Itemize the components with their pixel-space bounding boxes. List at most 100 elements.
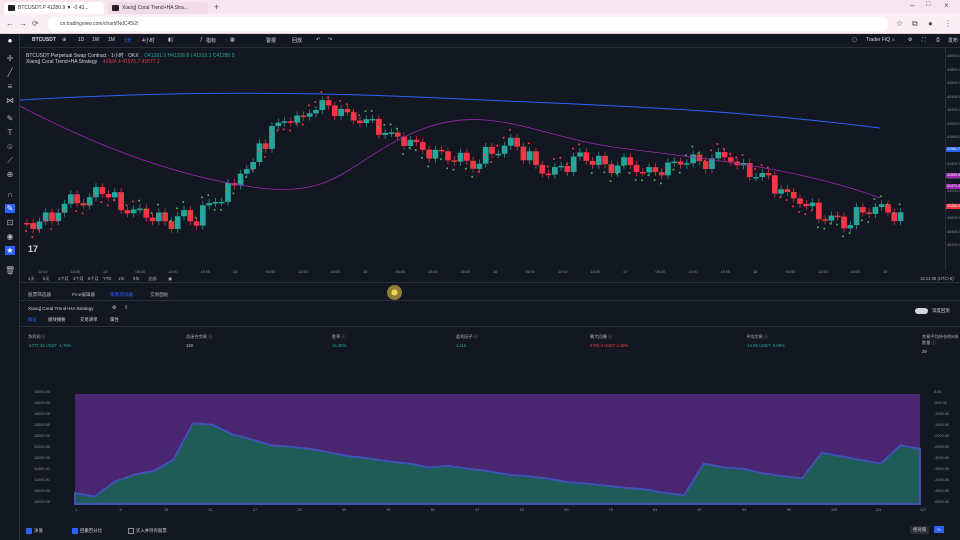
- star-icon[interactable]: ☆: [896, 19, 904, 28]
- range-button[interactable]: 5年: [133, 276, 140, 281]
- subtab-trades[interactable]: 交易清单: [80, 317, 98, 322]
- subtab-properties[interactable]: 属性: [110, 317, 119, 322]
- strategy-settings-icon[interactable]: ⚙: [112, 305, 117, 311]
- coral-trend-dot: [571, 147, 574, 150]
- lock-icon[interactable]: ⊡: [6, 218, 14, 227]
- interval-active[interactable]: 1天: [124, 38, 132, 44]
- interval-extra[interactable]: 4小时: [142, 38, 155, 44]
- trendline-icon[interactable]: ╱: [7, 68, 13, 77]
- chart-type-icon[interactable]: ▮▯: [168, 37, 174, 43]
- browser-tab-chart[interactable]: BTCUSDT.P 41280.9 ▼ -0.43...: [4, 2, 104, 14]
- maximize-window-icon[interactable]: □: [926, 1, 931, 8]
- equity-x-label: 75: [608, 508, 613, 512]
- indicators-icon[interactable]: ƒ: [200, 37, 203, 43]
- coral-trend-dot: [735, 156, 738, 159]
- price-tag: 41280.9: [946, 204, 960, 209]
- tab-trading-panel[interactable]: 交易面板: [150, 292, 169, 297]
- candle-body: [464, 152, 470, 161]
- coral-trend-dot: [144, 208, 147, 211]
- favorites-icon[interactable]: ★: [5, 246, 15, 255]
- drawdown-checkbox[interactable]: [72, 528, 78, 534]
- product-button[interactable]: Trader FiQ: [866, 37, 890, 43]
- lock-draw-icon[interactable]: ✎: [5, 204, 15, 213]
- time-axis-label: 06:00: [785, 270, 796, 274]
- reload-icon[interactable]: ⟳: [32, 19, 39, 28]
- url-input[interactable]: cn.tradingview.com/chart/lNdC45i2/: [48, 17, 888, 31]
- browser-tab-strategy[interactable]: Xiaoq] Coral Trend+HA Stra...: [108, 2, 208, 14]
- add-symbol-icon[interactable]: ⊕: [62, 37, 67, 43]
- tab-strategy-tester[interactable]: 策略测试器: [110, 292, 133, 297]
- clock-text[interactable]: 15:14:35 (UTC+8): [920, 276, 954, 281]
- replay-button[interactable]: 回放: [292, 38, 303, 44]
- range-button[interactable]: 3个月: [73, 276, 84, 281]
- coral-trend-dot: [603, 171, 606, 174]
- minimize-window-icon[interactable]: –: [910, 1, 915, 10]
- calendar-icon[interactable]: ▣: [168, 276, 172, 281]
- camera-icon[interactable]: ⎙: [936, 37, 941, 43]
- deep-backtest-toggle[interactable]: [915, 308, 928, 314]
- indicators-button[interactable]: 指标: [206, 38, 217, 44]
- interval-1w[interactable]: 1W: [92, 37, 100, 43]
- coral-trend-dot: [207, 194, 210, 197]
- coral-trend-dot: [502, 136, 505, 139]
- text-icon[interactable]: T: [7, 128, 13, 137]
- extensions-icon[interactable]: ⧉: [912, 19, 918, 28]
- equity-pct-toggle[interactable]: %: [934, 526, 944, 533]
- back-icon[interactable]: ←: [6, 19, 14, 28]
- range-button[interactable]: 1年: [118, 276, 125, 281]
- forward-icon[interactable]: →: [19, 19, 27, 28]
- tv-logo-icon[interactable]: ●: [7, 36, 13, 45]
- stat-value: 4760.4 USDT 4.19%: [590, 343, 629, 348]
- undo-icon[interactable]: ↶: [316, 37, 321, 43]
- settings-icon[interactable]: ⚙: [908, 37, 913, 43]
- magnet-icon[interactable]: ∩: [7, 190, 13, 199]
- equity-chart[interactable]: 15000.00 14500.00 14000.00 13500.00 13000.00…: [20, 356, 960, 516]
- publish-button[interactable]: 发布: [948, 38, 959, 44]
- price-scale[interactable]: 43000.0 42800.0 42600.0 42400.0 42200.0 42000…: [945, 48, 960, 270]
- candle-body: [614, 165, 621, 174]
- tab-pine-editor[interactable]: Pine编辑器: [72, 292, 95, 297]
- layout-icon[interactable]: ▦: [230, 37, 235, 43]
- brush-icon[interactable]: ✎: [6, 114, 14, 123]
- coral-trend-dot: [94, 194, 97, 197]
- close-window-icon[interactable]: ×: [944, 1, 949, 10]
- candle-body: [602, 155, 608, 165]
- symbol-search[interactable]: BTCUSDT: [32, 37, 56, 43]
- menu-icon[interactable]: ⋮: [944, 19, 952, 28]
- subtab-overview[interactable]: 概览: [28, 317, 37, 322]
- candle-body: [457, 152, 464, 162]
- tab-screener[interactable]: 股票筛选器: [28, 292, 51, 297]
- pattern-icon[interactable]: ⋈: [6, 96, 14, 105]
- equity-checkbox[interactable]: [26, 528, 32, 534]
- range-button[interactable]: 全部: [148, 276, 157, 281]
- fullscreen-icon[interactable]: ⛶: [922, 37, 926, 43]
- subtab-performance[interactable]: 绩效摘要: [48, 317, 66, 322]
- price-chart[interactable]: BTCUSDT Perpetual Swap Contract · 1小时 · …: [20, 48, 945, 270]
- strategy-export-icon[interactable]: ⇪: [124, 305, 129, 311]
- crosshair-icon[interactable]: ✛: [6, 54, 14, 63]
- range-button[interactable]: YTD: [103, 276, 112, 281]
- range-button[interactable]: 6个月: [88, 276, 99, 281]
- interval-1d[interactable]: 1D: [78, 37, 85, 43]
- range-button[interactable]: 1天: [28, 276, 35, 281]
- range-button[interactable]: 1个月: [58, 276, 69, 281]
- smile-icon[interactable]: ☺: [5, 142, 15, 151]
- fib-icon[interactable]: ≡: [7, 82, 13, 91]
- trash-icon[interactable]: 🗑: [5, 266, 16, 275]
- zoom-icon[interactable]: ⊕: [6, 170, 14, 179]
- search-icon[interactable]: ⌕: [892, 37, 895, 43]
- layout-select-icon[interactable]: ▢: [852, 37, 857, 43]
- redo-icon[interactable]: ↷: [328, 37, 333, 43]
- buyhold-checkbox[interactable]: [128, 528, 134, 534]
- range-button[interactable]: 5天: [43, 276, 50, 281]
- coral-trend-dot: [729, 152, 731, 155]
- ruler-icon[interactable]: ⟋: [7, 156, 13, 165]
- profile-icon[interactable]: ●: [928, 19, 933, 28]
- alert-button[interactable]: 警报: [266, 38, 277, 44]
- equity-x-label: 39: [341, 508, 347, 512]
- new-tab-button[interactable]: +: [214, 2, 220, 12]
- interval-1m[interactable]: 1M: [108, 37, 115, 43]
- equity-abs-toggle[interactable]: 绝对值: [910, 526, 930, 534]
- eye-icon[interactable]: ◉: [6, 232, 14, 241]
- time-axis[interactable]: 12:00 18:00 13 06:00 12:00 18:00 14 06:00 12:00 1…: [20, 270, 945, 276]
